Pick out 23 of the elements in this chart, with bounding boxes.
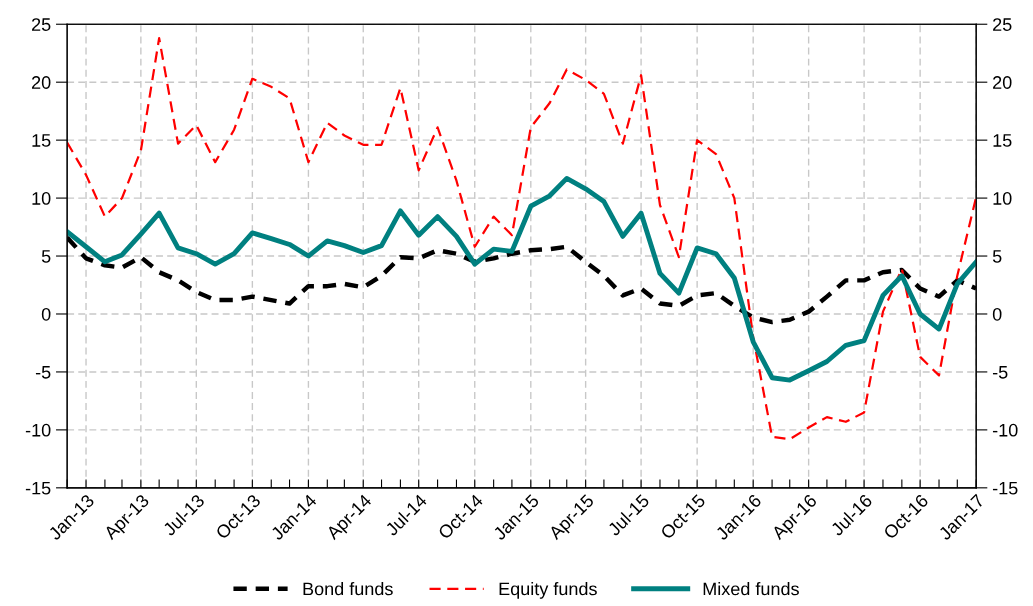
legend-label: Mixed funds — [703, 582, 799, 596]
y-tick-label: 5 — [41, 250, 51, 263]
y2-tick-label: -5 — [992, 366, 1008, 379]
y-tick-label: 25 — [32, 18, 51, 31]
y2-tick-label: 10 — [993, 192, 1012, 205]
line-series — [67, 37, 977, 441]
y-tick-label: -15 — [25, 481, 51, 495]
y-tick-label: 20 — [32, 76, 51, 89]
y-tick-label: 0 — [41, 307, 51, 321]
line-series — [67, 175, 977, 383]
y-tick-label: -5 — [35, 366, 51, 379]
y2-tick-label: 20 — [993, 76, 1012, 89]
y2-tick-label: -15 — [992, 481, 1018, 495]
y2-tick-label: 25 — [993, 18, 1012, 31]
y-tick-label: 15 — [32, 134, 51, 147]
y-tick-label: -10 — [25, 423, 51, 437]
y2-tick-label: 0 — [992, 307, 1002, 321]
legend-label: Equity funds — [499, 582, 597, 599]
y2-tick-label: -10 — [992, 423, 1018, 437]
y2-tick-label: 15 — [993, 134, 1012, 147]
y-tick-label: 10 — [32, 192, 51, 205]
y2-tick-label: 5 — [992, 250, 1002, 263]
legend-label: Bond funds — [303, 582, 393, 596]
